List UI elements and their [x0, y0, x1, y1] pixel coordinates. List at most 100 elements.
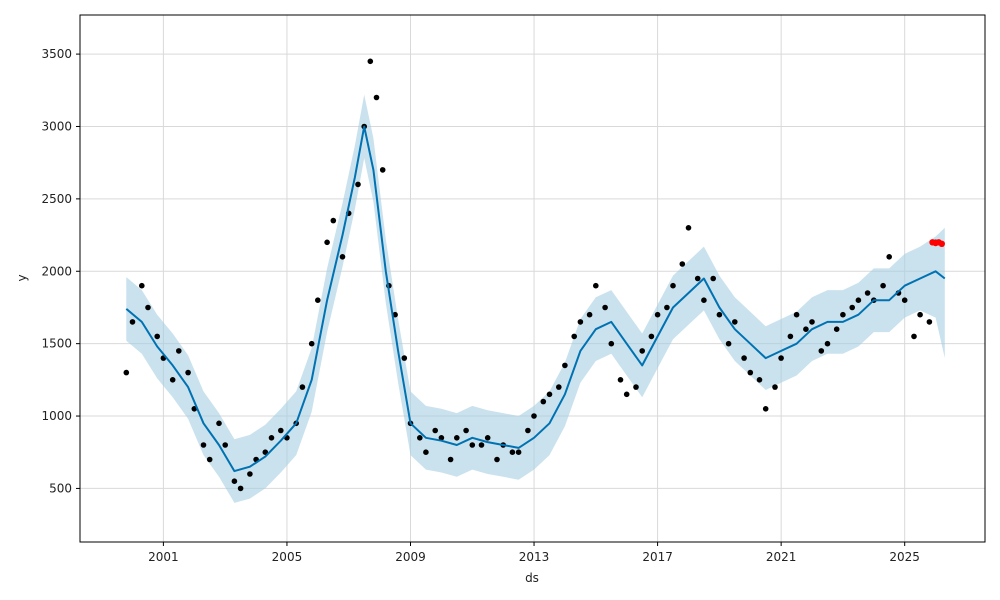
data-point	[330, 217, 337, 224]
data-point	[602, 304, 608, 311]
data-point	[484, 435, 491, 441]
data-point	[373, 94, 380, 101]
data-point	[654, 311, 661, 318]
data-point	[222, 442, 228, 448]
data-point	[685, 225, 692, 231]
data-point	[417, 435, 423, 441]
data-point	[299, 384, 306, 390]
data-point	[840, 311, 846, 318]
forecast-line-group	[125, 125, 946, 473]
data-point	[911, 333, 917, 340]
data-point	[185, 369, 191, 376]
data-point	[849, 304, 855, 311]
data-point	[756, 377, 763, 383]
data-point	[154, 333, 160, 340]
data-point	[339, 253, 346, 260]
x-tick-label: 2025	[889, 550, 920, 564]
data-point	[901, 297, 908, 304]
data-point	[639, 348, 645, 354]
highlight-points	[929, 239, 945, 247]
data-point	[833, 326, 840, 333]
y-axis-label: y	[15, 274, 29, 281]
data-point	[176, 348, 182, 354]
data-point	[540, 398, 547, 405]
data-point	[278, 427, 284, 434]
data-point	[447, 456, 454, 463]
data-point	[633, 384, 639, 390]
data-point	[478, 442, 485, 448]
plot-frame	[79, 14, 986, 543]
data-point	[809, 319, 815, 325]
data-point	[237, 485, 244, 492]
data-point	[664, 304, 670, 311]
interval-band	[126, 94, 945, 503]
data-point	[145, 304, 151, 311]
data-point	[716, 311, 723, 318]
forecast-line	[125, 125, 946, 473]
data-point	[531, 413, 537, 419]
x-axis: 2001 2005 2009 2013 2017 2021 2025	[148, 542, 920, 564]
data-point	[926, 319, 933, 325]
data-point	[515, 449, 522, 456]
data-point	[367, 58, 374, 65]
data-point	[623, 391, 630, 398]
data-point	[818, 348, 825, 354]
data-point	[608, 340, 615, 347]
data-point	[139, 282, 145, 289]
data-point	[355, 181, 361, 188]
data-point	[648, 333, 655, 340]
data-point	[401, 355, 408, 361]
data-point	[824, 340, 831, 347]
data-point	[710, 275, 716, 282]
data-point	[886, 253, 892, 260]
data-point	[308, 340, 315, 347]
data-point	[762, 406, 769, 412]
highlight-point	[938, 240, 945, 247]
x-axis-label: ds	[525, 571, 539, 585]
data-point	[200, 442, 207, 448]
data-point	[571, 333, 577, 340]
data-point	[423, 449, 429, 456]
data-point	[525, 427, 531, 434]
y-axis: 500 1000 1500 2000 2500 3000 3500	[41, 47, 80, 495]
data-point	[315, 297, 321, 304]
data-point	[617, 377, 624, 383]
data-point	[787, 333, 794, 340]
data-point	[803, 326, 809, 333]
data-point	[747, 369, 754, 376]
data-point	[725, 340, 732, 347]
y-tick-label: 2000	[41, 264, 72, 278]
data-point	[231, 478, 238, 485]
data-point	[469, 442, 476, 448]
x-tick-label: 2005	[272, 550, 303, 564]
y-tick-label: 3000	[41, 119, 72, 133]
data-point	[577, 319, 584, 325]
data-point	[216, 420, 222, 427]
data-point	[732, 319, 738, 325]
data-point	[463, 427, 469, 434]
y-tick-label: 500	[49, 481, 72, 495]
data-point	[778, 355, 784, 361]
x-tick-label: 2021	[766, 550, 797, 564]
observed-points	[123, 58, 939, 492]
data-point	[454, 435, 460, 441]
x-tick-label: 2001	[148, 550, 179, 564]
data-point	[701, 297, 707, 304]
data-point	[379, 167, 386, 173]
data-point	[268, 435, 275, 441]
data-point	[670, 282, 676, 289]
data-point	[262, 449, 269, 456]
data-point	[562, 362, 568, 369]
data-point	[694, 275, 701, 282]
data-point	[772, 384, 778, 390]
data-point	[741, 355, 747, 361]
data-point	[129, 319, 136, 325]
data-point	[855, 297, 862, 304]
data-point	[556, 384, 562, 390]
data-point	[432, 427, 439, 434]
data-point	[438, 435, 445, 441]
data-point	[509, 449, 516, 456]
uncertainty-band	[126, 94, 945, 503]
x-tick-label: 2013	[519, 550, 550, 564]
